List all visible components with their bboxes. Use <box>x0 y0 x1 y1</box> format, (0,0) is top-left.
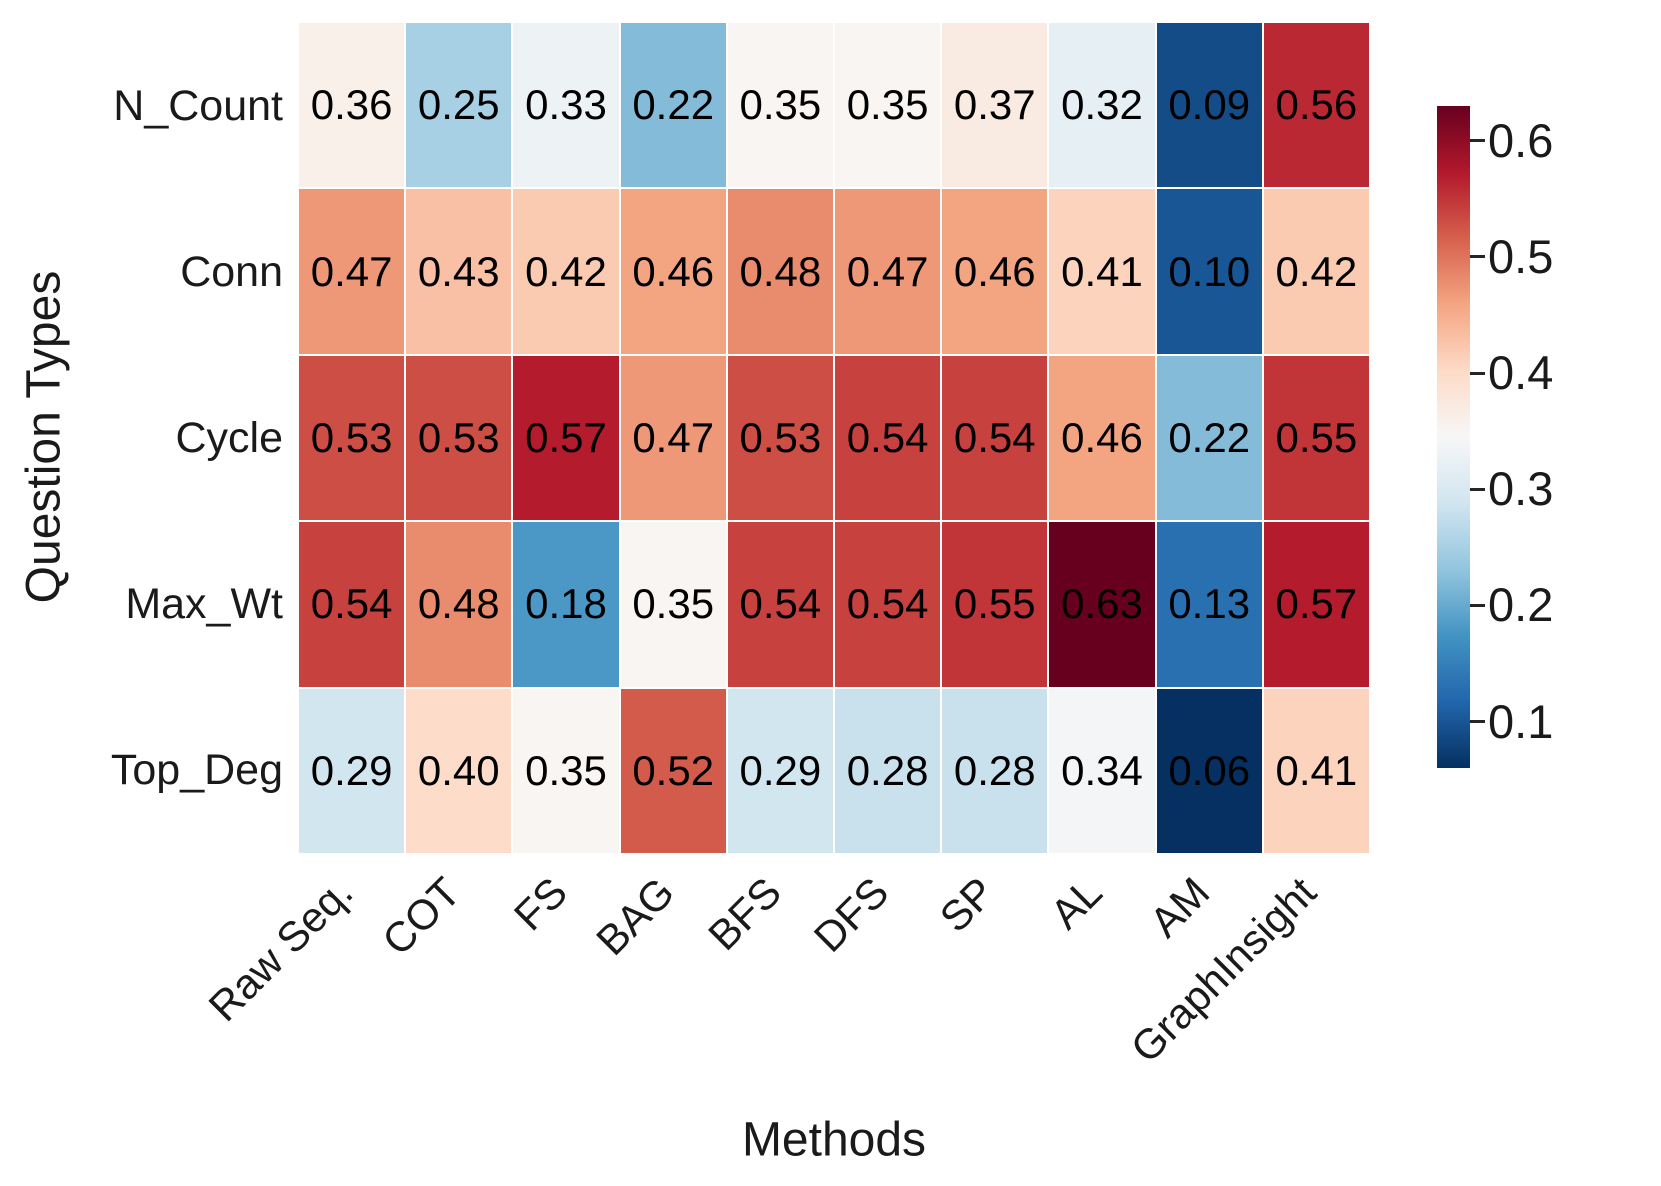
heatmap-cell: 0.40 <box>406 688 512 853</box>
colorbar-tick-mark <box>1470 371 1485 375</box>
x-tick-label: FS <box>504 868 576 940</box>
heatmap-cell: 0.32 <box>1049 23 1155 188</box>
x-tick-label: COT <box>372 868 469 965</box>
colorbar-tick-label: 0.1 <box>1488 694 1554 748</box>
heatmap-cell: 0.29 <box>299 688 405 853</box>
heatmap-cell: 0.43 <box>406 189 512 354</box>
heatmap-cell: 0.54 <box>834 522 941 687</box>
heatmap-cell: 0.63 <box>1049 522 1155 687</box>
heatmap-cell: 0.46 <box>942 189 1048 354</box>
heatmap-cell: 0.47 <box>834 189 941 354</box>
heatmap-cell: 0.54 <box>727 522 833 687</box>
y-tick-label: N_Count <box>113 81 283 130</box>
heatmap-cell: 0.35 <box>727 23 833 188</box>
heatmap-cell: 0.53 <box>727 355 833 521</box>
x-tick-label: Raw Seq. <box>199 868 362 1031</box>
heatmap-cell: 0.13 <box>1156 522 1262 687</box>
heatmap-cell: 0.53 <box>299 355 405 521</box>
colorbar-tick-label: 0.6 <box>1488 113 1554 167</box>
colorbar-tick-label: 0.3 <box>1488 462 1554 516</box>
x-axis-title: Methods <box>741 1113 927 1167</box>
heatmap-cell: 0.42 <box>1263 189 1369 354</box>
x-tick-label: DFS <box>804 868 897 961</box>
heatmap-cell: 0.48 <box>727 189 833 354</box>
heatmap-cell: 0.09 <box>1156 23 1262 188</box>
heatmap-cell: 0.56 <box>1263 23 1369 188</box>
heatmap-cell: 0.57 <box>1263 522 1369 687</box>
colorbar-tick-mark <box>1470 603 1485 607</box>
heatmap-cell: 0.47 <box>620 355 726 521</box>
colorbar-tick-mark <box>1470 139 1485 143</box>
heatmap-cell: 0.41 <box>1263 688 1369 853</box>
heatmap-cell: 0.53 <box>406 355 512 521</box>
heatmap-cell: 0.54 <box>942 355 1048 521</box>
heatmap-cell: 0.41 <box>1049 189 1155 354</box>
colorbar-tick-mark <box>1470 487 1485 491</box>
heatmap-cell: 0.46 <box>620 189 726 354</box>
heatmap-cell: 0.25 <box>406 23 512 188</box>
heatmap-cell: 0.18 <box>513 522 619 687</box>
heatmap-cell: 0.35 <box>834 23 941 188</box>
y-tick-label: Max_Wt <box>125 579 283 628</box>
heatmap-cell: 0.54 <box>299 522 405 687</box>
heatmap-cell: 0.46 <box>1049 355 1155 521</box>
heatmap-cell: 0.33 <box>513 23 619 188</box>
heatmap-cell: 0.42 <box>513 189 619 354</box>
heatmap-cell: 0.37 <box>942 23 1048 188</box>
heatmap-cell: 0.57 <box>513 355 619 521</box>
heatmap-cell: 0.52 <box>620 688 726 853</box>
heatmap-cell: 0.34 <box>1049 688 1155 853</box>
colorbar-tick-label: 0.2 <box>1488 578 1554 632</box>
colorbar-tick-mark <box>1470 720 1485 724</box>
x-tick-label: AL <box>1041 868 1111 938</box>
heatmap-cell: 0.36 <box>299 23 405 188</box>
heatmap-cell: 0.47 <box>299 189 405 354</box>
y-tick-label: Top_Deg <box>110 745 283 794</box>
x-tick-label: AM <box>1140 868 1218 946</box>
heatmap-cell: 0.35 <box>513 688 619 853</box>
x-tick-label: BFS <box>698 868 790 960</box>
heatmap-cell: 0.35 <box>620 522 726 687</box>
heatmap-grid: 0.36 0.25 0.33 0.22 0.35 0.35 0.37 0.32 0.09 0.56… <box>299 23 1369 853</box>
colorbar-gradient <box>1437 106 1470 768</box>
heatmap-cell: 0.48 <box>406 522 512 687</box>
y-tick-label: Conn <box>180 247 283 296</box>
heatmap-cell: 0.28 <box>942 688 1048 853</box>
x-tick-label: SP <box>931 868 1004 942</box>
x-tick-label: BAG <box>586 868 683 965</box>
heatmap-cell: 0.22 <box>620 23 726 188</box>
y-tick-label: Cycle <box>175 413 283 462</box>
heatmap-cell: 0.06 <box>1156 688 1262 853</box>
heatmap-cell: 0.28 <box>834 688 941 853</box>
colorbar-tick-label: 0.5 <box>1488 229 1554 283</box>
heatmap-cell: 0.22 <box>1156 355 1262 521</box>
colorbar-tick-mark <box>1470 255 1485 259</box>
heatmap-cell: 0.55 <box>942 522 1048 687</box>
heatmap-cell: 0.54 <box>834 355 941 521</box>
heatmap-cell: 0.10 <box>1156 189 1262 354</box>
heatmap-cell: 0.55 <box>1263 355 1369 521</box>
heatmap-cell: 0.29 <box>727 688 833 853</box>
colorbar-tick-label: 0.4 <box>1488 346 1554 400</box>
